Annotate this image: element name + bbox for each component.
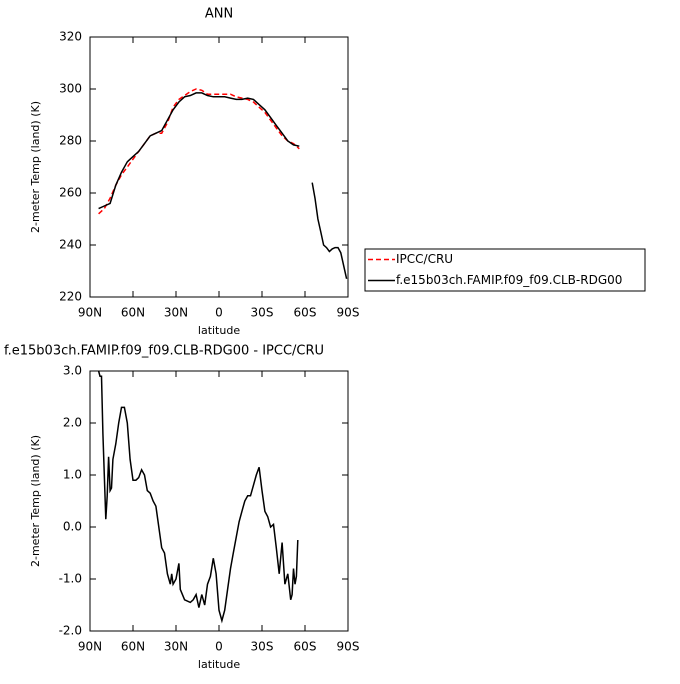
y-tick-label: 260 bbox=[59, 186, 82, 200]
chart-title: f.e15b03ch.FAMIP.f09_f09.CLB-RDG00 - IPC… bbox=[4, 344, 324, 359]
y-tick-label: 1.0 bbox=[63, 468, 82, 482]
y-axis-label: 2-meter Temp (land) (K) bbox=[29, 101, 42, 233]
legend-label: f.e15b03ch.FAMIP.f09_f09.CLB-RDG00 bbox=[396, 273, 622, 287]
x-tick-label: 60S bbox=[294, 640, 317, 654]
x-tick-label: 90N bbox=[78, 306, 102, 320]
x-tick-label: 30N bbox=[164, 640, 188, 654]
data-line bbox=[98, 88, 300, 215]
y-tick-label: 2.0 bbox=[63, 416, 82, 430]
plot-frame bbox=[89, 370, 349, 632]
data-line bbox=[98, 92, 348, 279]
legend-label: IPCC/CRU bbox=[396, 252, 453, 266]
y-tick-label: 3.0 bbox=[63, 364, 82, 378]
y-tick-label: -2.0 bbox=[59, 624, 82, 638]
x-tick-label: 90N bbox=[78, 640, 102, 654]
x-tick-label: 60N bbox=[121, 306, 145, 320]
legend-box bbox=[364, 248, 646, 292]
y-tick-label: -1.0 bbox=[59, 572, 82, 586]
x-tick-label: 60S bbox=[294, 306, 317, 320]
y-axis-label: 2-meter Temp (land) (K) bbox=[29, 435, 42, 567]
x-tick-label: 30S bbox=[251, 640, 274, 654]
x-tick-label: 0 bbox=[215, 306, 223, 320]
y-tick-label: 300 bbox=[59, 82, 82, 96]
y-tick-label: 0.0 bbox=[63, 520, 82, 534]
x-tick-label: 60N bbox=[121, 640, 145, 654]
x-tick-label: 0 bbox=[215, 640, 223, 654]
x-tick-label: 30S bbox=[251, 306, 274, 320]
x-axis-label: latitude bbox=[198, 658, 240, 671]
x-tick-label: 90S bbox=[337, 640, 360, 654]
plot-frame bbox=[89, 36, 349, 298]
y-tick-label: 280 bbox=[59, 134, 82, 148]
y-tick-label: 240 bbox=[59, 238, 82, 252]
chart-title: ANN bbox=[205, 7, 233, 22]
x-axis-label: latitude bbox=[198, 324, 240, 337]
y-tick-label: 220 bbox=[59, 290, 82, 304]
x-tick-label: 90S bbox=[337, 306, 360, 320]
x-tick-label: 30N bbox=[164, 306, 188, 320]
y-tick-label: 320 bbox=[59, 30, 82, 44]
data-line bbox=[97, 370, 299, 624]
